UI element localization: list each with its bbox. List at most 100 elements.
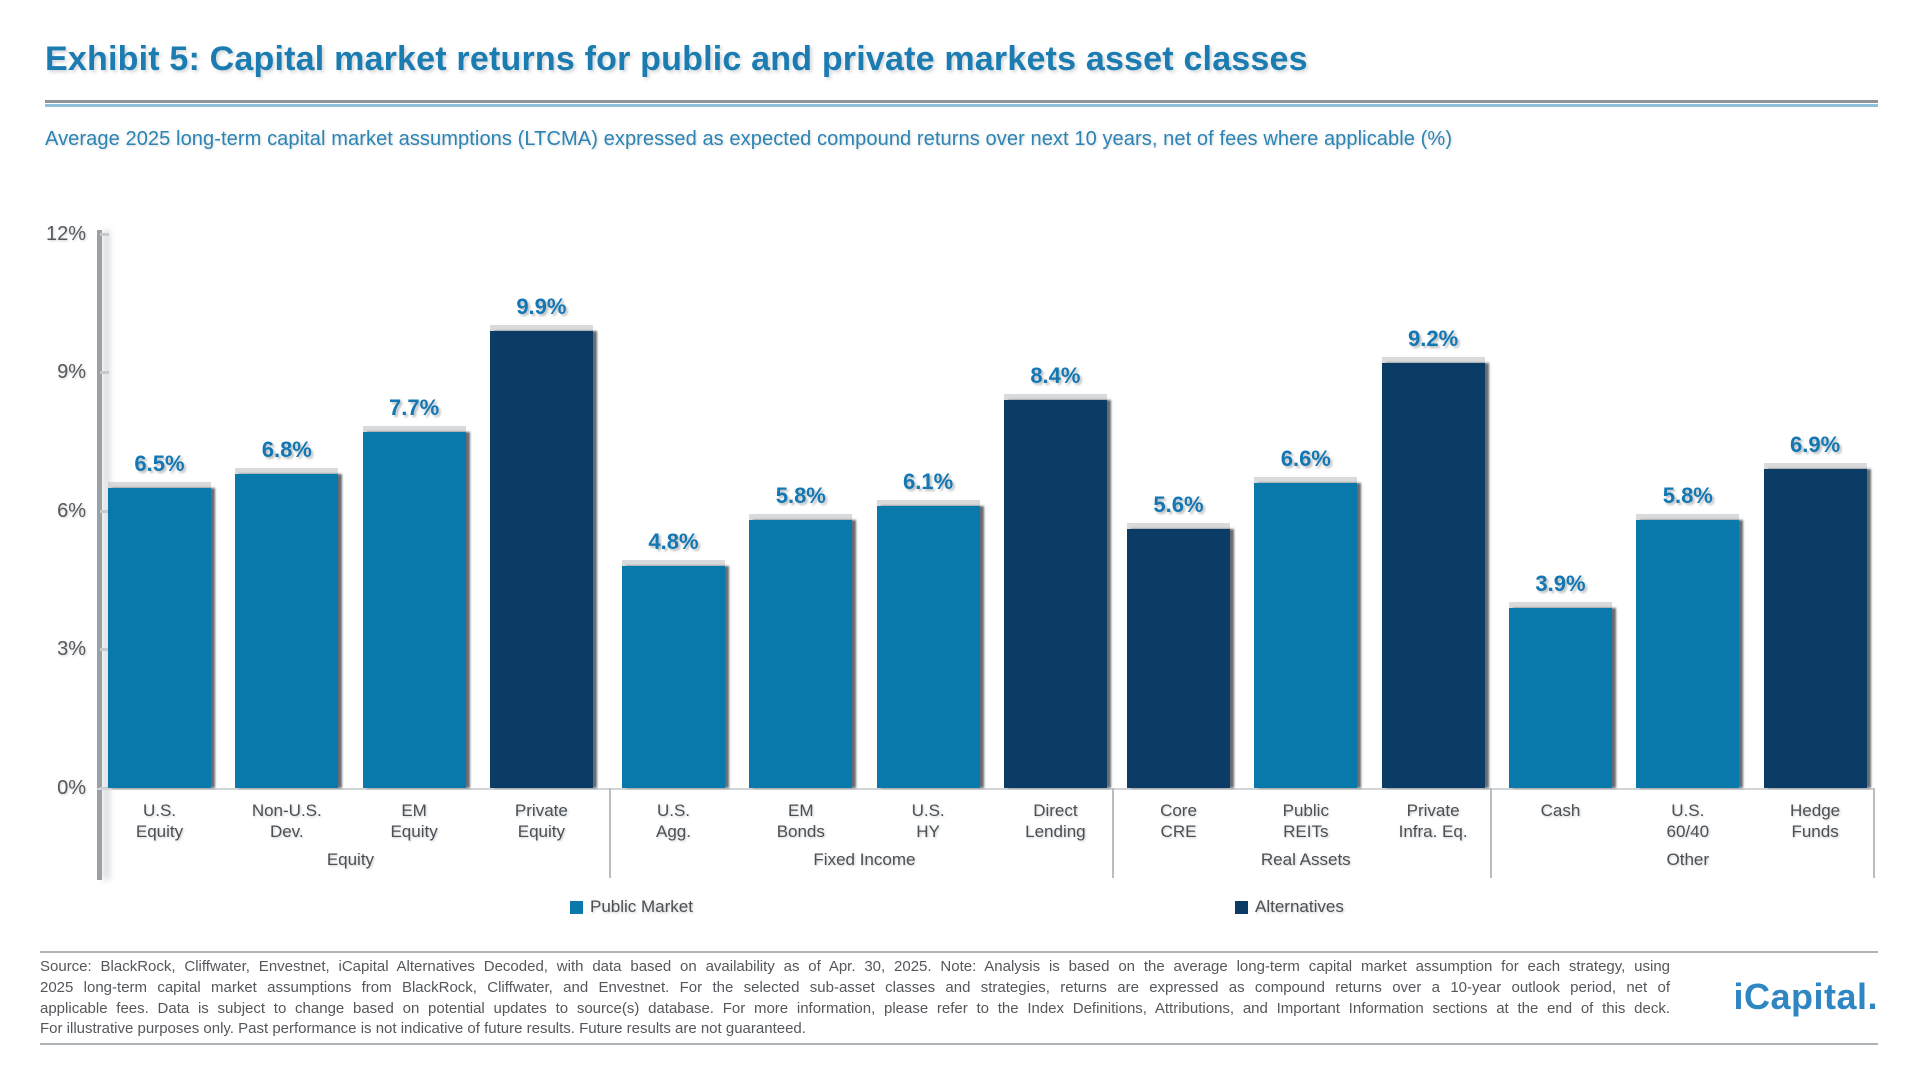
legend-label: Alternatives (1255, 897, 1344, 916)
bar-u-s-equity (108, 487, 211, 788)
value-label-non-u-s-dev: 6.8% (261, 436, 312, 462)
bar-u-s-hy (876, 506, 980, 788)
bar-u-s-agg (622, 566, 725, 788)
category-label-line: Equity (390, 822, 438, 841)
value-label-u-s-60-40: 5.8% (1662, 483, 1713, 509)
category-label-line: REITs (1283, 822, 1329, 841)
category-label-line: Hedge (1790, 801, 1841, 820)
category-label-line: Core (1160, 801, 1197, 820)
category-label-line: Equity (517, 822, 566, 841)
category-label-line: Agg. (656, 822, 691, 841)
group-label-real-assets: Real Assets (1260, 850, 1351, 869)
y-tick-label: 6% (57, 499, 86, 522)
bar-u-s-60-40 (1636, 520, 1740, 788)
category-label-hedge-funds: Hedge Funds (1745, 800, 1885, 842)
legend-item-public-market: Public Market (570, 897, 693, 917)
category-label-em-equity: EM Equity (344, 800, 484, 842)
page-subtitle: Average 2025 long-term capital market as… (45, 128, 1453, 150)
category-label-line: U.S. (656, 801, 691, 820)
value-label-em-equity: 7.7% (389, 395, 440, 421)
value-label-cash: 3.9% (1535, 570, 1586, 596)
footnote-line: For illustrative purposes only. Past per… (40, 1020, 806, 1038)
title-divider (45, 100, 1878, 107)
category-label-line: Non-U.S. (251, 801, 322, 820)
legend-swatch-icon (570, 900, 583, 914)
group-separator (609, 788, 611, 878)
icapital-logo: iCapital. (1733, 976, 1878, 1017)
bar-non-u-s-dev (235, 473, 339, 788)
group-label-fixed-income: Fixed Income (813, 850, 916, 869)
category-label-u-s-agg: U.S. Agg. (604, 800, 744, 842)
category-label-line: Dev. (269, 822, 304, 841)
y-tick-mark (100, 371, 109, 375)
category-label-non-u-s-dev: Non-U.S. Dev. (217, 800, 357, 842)
y-tick-mark (100, 509, 109, 513)
page-title: Exhibit 5: Capital market returns for pu… (45, 40, 1308, 78)
category-label-line: CRE (1160, 822, 1197, 841)
category-label-line: U.S. (911, 801, 945, 820)
group-separator (1490, 788, 1492, 878)
legend-swatch-icon (1235, 900, 1248, 914)
bar-em-equity (362, 432, 466, 788)
value-label-u-s-hy: 6.1% (903, 469, 954, 495)
legend-item-alternatives: Alternatives (1235, 897, 1344, 917)
bar-hedge-funds (1763, 469, 1867, 788)
group-label-equity: Equity (326, 850, 375, 869)
category-label-private-equity: Private Equity (471, 800, 611, 842)
y-tick-label: 9% (57, 361, 86, 384)
category-label-line: U.S. (1671, 801, 1705, 820)
category-label-line: Direct (1033, 801, 1078, 820)
bar-chart: 0% 3% 6% 9% 12% 6.5% U.S. Equity 6.8% Non-U.S. Dev… (45, 222, 1885, 880)
value-label-core-cre: 5.6% (1153, 492, 1204, 518)
group-label-other: Other (1666, 850, 1710, 869)
category-label-public-reits: Public REITs (1236, 800, 1376, 842)
bar-public-reits (1254, 483, 1358, 788)
category-label-line: Cash (1540, 801, 1581, 820)
category-label-line: U.S. (142, 801, 177, 820)
y-tick-label: 0% (57, 777, 86, 799)
category-label-em-bonds: EM Bonds (731, 800, 871, 842)
value-label-public-reits: 6.6% (1280, 446, 1331, 472)
y-tick-mark (100, 232, 109, 236)
bar-em-bonds (749, 520, 853, 788)
y-tick-label: 3% (57, 638, 86, 661)
category-label-line: Bonds (776, 822, 825, 841)
footnote-line: applicable fees. Data is subject to chan… (40, 999, 1670, 1017)
y-tick-mark (100, 648, 109, 652)
category-label-line: 60/40 (1666, 822, 1710, 841)
footer-divider-bottom (40, 1043, 1878, 1045)
bar-direct-lending (1003, 399, 1107, 788)
category-label-line: EM (788, 801, 814, 820)
footer-divider-top (40, 951, 1878, 953)
bar-cash (1509, 607, 1612, 788)
bar-private-equity (489, 330, 593, 788)
category-label-u-s-hy: U.S. HY (858, 800, 998, 842)
value-label-private-infra-eq: 9.2% (1408, 325, 1459, 351)
value-label-u-s-equity: 6.5% (134, 450, 185, 476)
group-separator (1873, 788, 1875, 878)
category-label-line: Infra. Eq. (1398, 822, 1468, 841)
category-label-line: Public (1282, 801, 1329, 820)
legend-label: Public Market (590, 897, 693, 916)
category-label-u-s-60-40: U.S. 60/40 (1618, 800, 1758, 842)
bar-private-infra-eq (1381, 362, 1485, 788)
category-label-line: Funds (1791, 822, 1839, 841)
y-axis-line (97, 230, 102, 880)
value-label-private-equity: 9.9% (516, 293, 567, 319)
category-label-direct-lending: Direct Lending (985, 800, 1125, 842)
category-label-core-cre: Core CRE (1109, 800, 1249, 842)
x-axis-line (97, 788, 1873, 790)
category-label-line: HY (916, 822, 940, 841)
category-label-line: Private (1406, 801, 1460, 820)
category-label-line: Private (514, 801, 568, 820)
y-tick-label: 12% (45, 222, 86, 245)
category-label-line: Lending (1025, 822, 1086, 841)
category-label-u-s-equity: U.S. Equity (90, 800, 230, 842)
footnote: Source: BlackRock, Cliffwater, Envestnet… (40, 957, 1670, 1040)
value-label-u-s-agg: 4.8% (648, 529, 699, 555)
category-label-line: Equity (135, 822, 184, 841)
category-label-line: EM (401, 801, 427, 820)
value-label-direct-lending: 8.4% (1030, 362, 1081, 388)
bar-core-cre (1127, 529, 1230, 788)
